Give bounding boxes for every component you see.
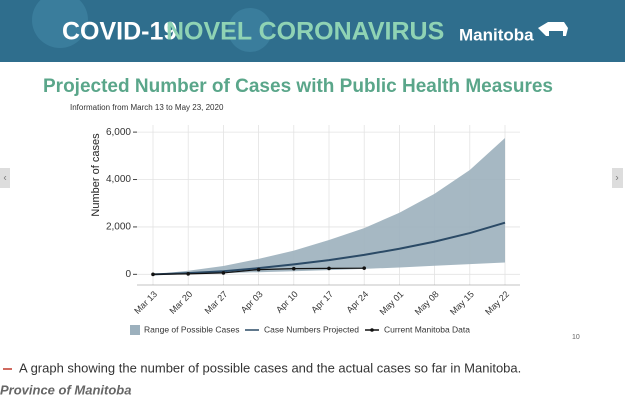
- legend-label: Case Numbers Projected: [264, 324, 359, 334]
- next-arrow-icon[interactable]: ›: [615, 173, 618, 184]
- x-tick-label: Apr 17: [309, 289, 335, 315]
- actual-point: [221, 271, 226, 275]
- legend-label: Range of Possible Cases: [144, 324, 239, 334]
- x-tick-label: Apr 24: [344, 289, 370, 315]
- x-tick-label: Mar 20: [167, 289, 194, 316]
- prev-arrow-icon[interactable]: ‹: [3, 173, 6, 184]
- x-tick-label: May 01: [378, 289, 406, 317]
- actual-point: [327, 266, 331, 271]
- legend-swatch: [130, 325, 140, 335]
- page-number: 10: [572, 334, 580, 341]
- x-tick-label: Apr 03: [239, 289, 265, 315]
- legend-label: Current Manitoba Data: [384, 324, 470, 334]
- actual-point: [186, 272, 190, 276]
- prev-arrow[interactable]: [0, 168, 10, 188]
- x-tick-label: Apr 10: [274, 289, 300, 315]
- brand: Manitoba: [459, 25, 534, 44]
- virus-deco: [32, 0, 88, 48]
- y-tick-label: 0: [125, 269, 131, 280]
- actual-point: [292, 266, 296, 271]
- x-tick-label: May 08: [413, 289, 441, 317]
- banner-title-rest: NOVEL CORONAVIRUS: [166, 18, 444, 46]
- chart-subtitle: Information from March 13 to May 23, 202…: [70, 103, 224, 112]
- x-tick-label: Mar 27: [203, 289, 230, 316]
- banner: [0, 0, 625, 62]
- actual-point: [151, 272, 155, 277]
- x-tick-label: May 22: [483, 289, 511, 317]
- virus-deco: [228, 8, 272, 52]
- next-arrow[interactable]: [612, 168, 623, 188]
- caption: A graph showing the number of possible c…: [19, 360, 521, 375]
- banner-title-lead: COVID-19: [62, 18, 177, 46]
- x-tick-label: Mar 13: [132, 289, 159, 316]
- legend-swatch-dot: [370, 328, 374, 332]
- projected-line: [152, 221, 506, 276]
- chart-title: Projected Number of Cases with Public He…: [43, 76, 553, 97]
- y-tick-label: 4,000: [106, 174, 131, 185]
- y-axis-label: Number of cases: [90, 133, 102, 217]
- range-band: [153, 138, 505, 275]
- actual-point: [362, 266, 367, 270]
- credit: Province of Manitoba: [0, 382, 131, 397]
- y-tick-label: 2,000: [106, 222, 131, 233]
- actual-point: [256, 267, 261, 272]
- y-tick-label: 6,000: [106, 127, 131, 138]
- bison-logo: [538, 22, 568, 36]
- x-tick-label: May 15: [448, 289, 476, 317]
